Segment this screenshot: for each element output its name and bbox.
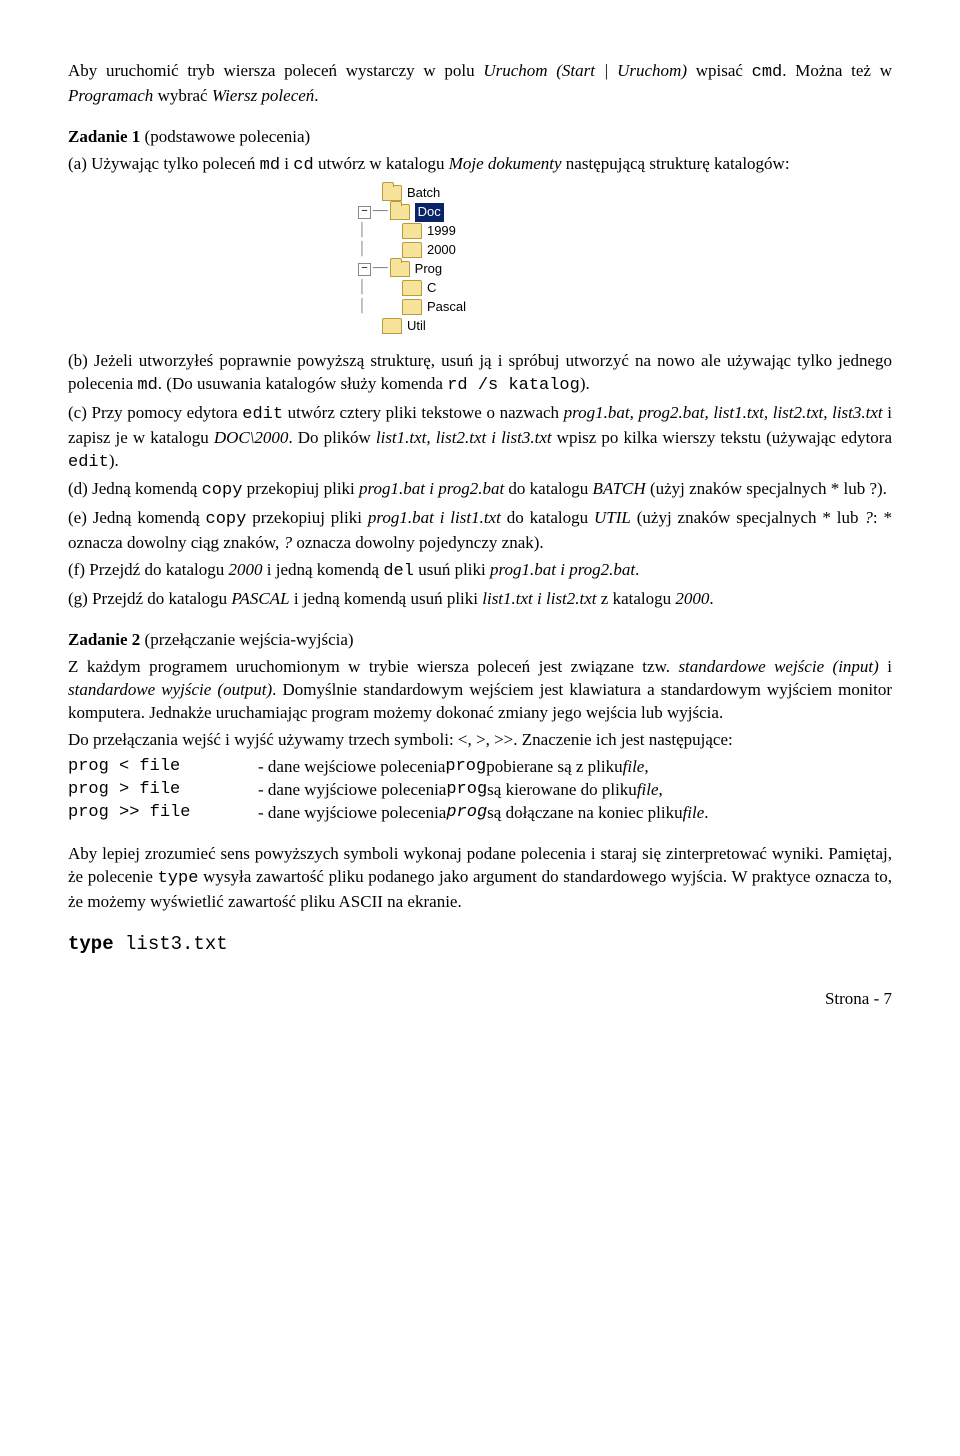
zadanie2-p3: Aby lepiej zrozumieć sens powyższych sym… (68, 843, 892, 914)
item-c: (c) Przy pomocy edytora edit utwórz czte… (68, 402, 892, 475)
item-g: (g) Przejdź do katalogu PASCAL i jedną k… (68, 588, 892, 611)
folder-icon (390, 261, 410, 277)
folder-icon (382, 318, 402, 334)
item-d: (d) Jedną komendą copy przekopiuj pliki … (68, 478, 892, 503)
tree-label: 2000 (427, 241, 456, 260)
collapse-icon: − (358, 263, 371, 276)
intro-paragraph: Aby uruchomić tryb wiersza poleceń wysta… (68, 60, 892, 108)
text: Wiersz poleceń (212, 86, 314, 105)
tree-label: Prog (415, 260, 442, 279)
zadanie1-title: Zadanie 1 (podstawowe polecenia) (68, 126, 892, 149)
text: Programach (68, 86, 153, 105)
text: wybrać (153, 86, 212, 105)
title-suffix: (przełączanie wejścia-wyjścia) (140, 630, 353, 649)
zadanie1-list: (a) Używając tylko poleceń md i cd utwór… (68, 153, 892, 611)
io-table: prog < file - dane wejściowe polecenia p… (68, 756, 892, 825)
folder-icon (390, 204, 410, 220)
tree-label: 1999 (427, 222, 456, 241)
tree-label: C (427, 279, 436, 298)
text: . (314, 86, 318, 105)
io-row: prog > file - dane wyjściowe polecenia p… (68, 779, 892, 802)
io-desc: - dane wyjściowe polecenia prog są kiero… (258, 779, 892, 802)
io-desc: - dane wejściowe polecenia prog pobieran… (258, 756, 892, 779)
item-f: (f) Przejdź do katalogu 2000 i jedną kom… (68, 559, 892, 584)
tree-label: Util (407, 317, 426, 336)
io-row: prog >> file - dane wyjściowe polecenia … (68, 802, 892, 825)
title-suffix: (podstawowe polecenia) (140, 127, 310, 146)
io-cmd: prog > file (68, 779, 258, 802)
item-b: (b) Jeżeli utworzyłeś poprawnie powyższą… (68, 350, 892, 398)
text: . Można też w (782, 61, 892, 80)
text: wpisać (687, 61, 752, 80)
folder-icon (402, 280, 422, 296)
zadanie2-title: Zadanie 2 (przełączanie wejścia-wyjścia) (68, 629, 892, 652)
zadanie2-p2: Do przełączania wejść i wyjść używamy tr… (68, 729, 892, 752)
item-a: (a) Używając tylko poleceń md i cd utwór… (68, 153, 892, 178)
title: Zadanie 1 (68, 127, 140, 146)
command-example: type list3.txt (68, 931, 892, 958)
folder-icon (402, 242, 422, 258)
folder-icon (402, 299, 422, 315)
tree-label: Batch (407, 184, 440, 203)
item-e: (e) Jedną komendą copy przekopiuj pliki … (68, 507, 892, 555)
cmd-keyword: type (68, 933, 114, 955)
io-row: prog < file - dane wejściowe polecenia p… (68, 756, 892, 779)
title: Zadanie 2 (68, 630, 140, 649)
io-cmd: prog < file (68, 756, 258, 779)
zadanie2-p1: Z każdym programem uruchomionym w trybie… (68, 656, 892, 725)
tree-label: Pascal (427, 298, 466, 317)
folder-icon (402, 223, 422, 239)
folder-tree: Batch −──Doc │ 1999 │ 2000 −──Prog │ C │… (358, 184, 892, 336)
collapse-icon: − (358, 206, 371, 219)
tree-label-selected: Doc (415, 203, 444, 222)
code: cmd (752, 63, 783, 82)
io-desc: - dane wyjściowe polecenia prog są dołąc… (258, 802, 892, 825)
text: Uruchom (Start | Uruchom) (483, 61, 687, 80)
folder-icon (382, 185, 402, 201)
cmd-arg: list3.txt (114, 933, 228, 955)
io-cmd: prog >> file (68, 802, 258, 825)
text: Aby uruchomić tryb wiersza poleceń wysta… (68, 61, 483, 80)
page-footer: Strona - 7 (68, 988, 892, 1011)
